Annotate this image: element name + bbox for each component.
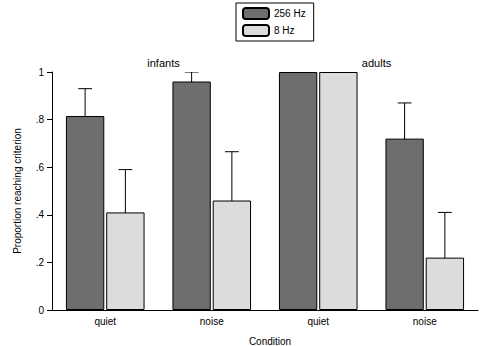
svg-text:1: 1 (38, 67, 44, 78)
svg-text:Proportion reaching criterion: Proportion reaching criterion (12, 128, 23, 254)
svg-text:256 Hz: 256 Hz (274, 8, 306, 19)
svg-text:Condition: Condition (249, 336, 291, 346)
svg-text:noise: noise (413, 316, 437, 327)
svg-text:.8: .8 (36, 114, 45, 125)
svg-text:noise: noise (200, 316, 224, 327)
svg-text:0: 0 (38, 305, 44, 316)
svg-text:quiet: quiet (94, 316, 116, 327)
svg-text:.6: .6 (36, 162, 45, 173)
svg-text:adults: adults (362, 57, 392, 69)
svg-text:infants: infants (147, 57, 180, 69)
svg-text:8 Hz: 8 Hz (274, 25, 295, 36)
svg-text:.4: .4 (36, 209, 45, 220)
svg-text:.2: .2 (36, 257, 45, 268)
svg-text:quiet: quiet (307, 316, 329, 327)
